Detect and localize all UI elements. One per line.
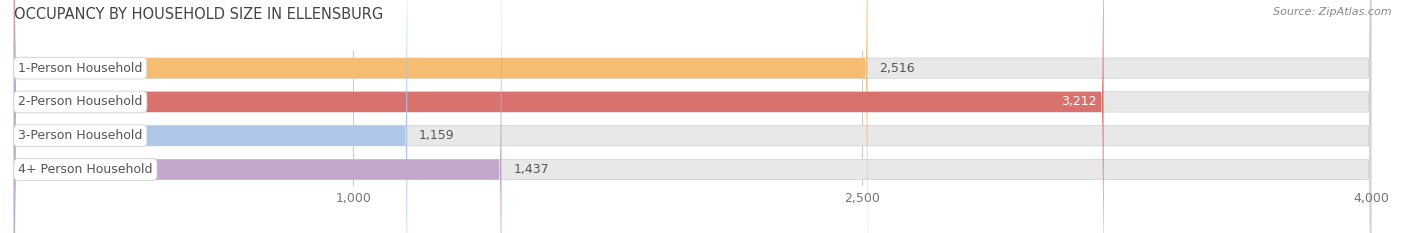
Text: Source: ZipAtlas.com: Source: ZipAtlas.com <box>1274 7 1392 17</box>
Text: 3,212: 3,212 <box>1062 96 1097 108</box>
Text: 4+ Person Household: 4+ Person Household <box>18 163 153 176</box>
Text: 1,437: 1,437 <box>513 163 548 176</box>
Text: 1-Person Household: 1-Person Household <box>18 62 142 75</box>
Text: OCCUPANCY BY HOUSEHOLD SIZE IN ELLENSBURG: OCCUPANCY BY HOUSEHOLD SIZE IN ELLENSBUR… <box>14 7 384 22</box>
FancyBboxPatch shape <box>14 0 1371 233</box>
FancyBboxPatch shape <box>14 0 408 233</box>
FancyBboxPatch shape <box>14 0 1104 233</box>
FancyBboxPatch shape <box>14 0 868 233</box>
Text: 2,516: 2,516 <box>879 62 915 75</box>
FancyBboxPatch shape <box>14 0 1371 233</box>
Text: 1,159: 1,159 <box>419 129 454 142</box>
FancyBboxPatch shape <box>14 0 1371 233</box>
FancyBboxPatch shape <box>14 0 502 233</box>
Text: 2-Person Household: 2-Person Household <box>18 96 142 108</box>
FancyBboxPatch shape <box>14 0 1371 233</box>
Text: 3-Person Household: 3-Person Household <box>18 129 142 142</box>
